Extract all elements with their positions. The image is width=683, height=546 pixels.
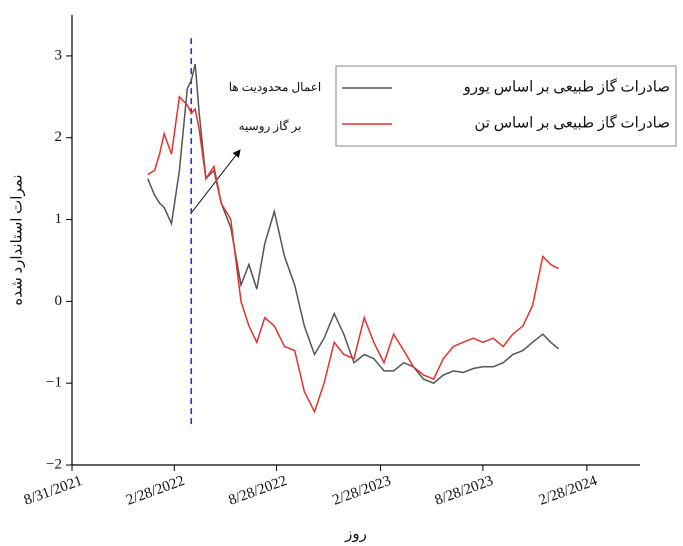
x-tick-label: 2/28/2022 xyxy=(124,473,187,509)
x-tick-label: 8/28/2023 xyxy=(433,473,496,509)
annotation: اعمال محدودیت ها xyxy=(229,80,322,94)
y-axis-label: نمرات استاندارد شده xyxy=(9,174,25,305)
x-axis-label: روز xyxy=(344,526,367,542)
y-tick-label: 2 xyxy=(55,129,63,145)
annotation: بر گاز روسیه xyxy=(239,119,302,133)
y-tick-label: 3 xyxy=(55,47,63,63)
x-tick-label: 8/28/2022 xyxy=(226,473,289,509)
series-line xyxy=(147,95,559,414)
legend xyxy=(335,65,677,147)
legend-label: صادرات گاز طبیعی بر اساس یورو xyxy=(463,77,670,95)
y-tick-label: −2 xyxy=(46,456,62,472)
x-tick-label: 2/28/2023 xyxy=(330,473,393,509)
y-tick-label: 0 xyxy=(55,293,63,309)
series-line xyxy=(147,63,560,385)
x-tick-label: 2/28/2024 xyxy=(537,473,600,509)
legend-label: صادرات گاز طبیعی بر اساس تن xyxy=(474,113,670,131)
x-tick-label: 8/31/2021 xyxy=(22,473,85,509)
y-tick-label: −1 xyxy=(46,375,62,391)
y-tick-label: 1 xyxy=(55,211,63,227)
